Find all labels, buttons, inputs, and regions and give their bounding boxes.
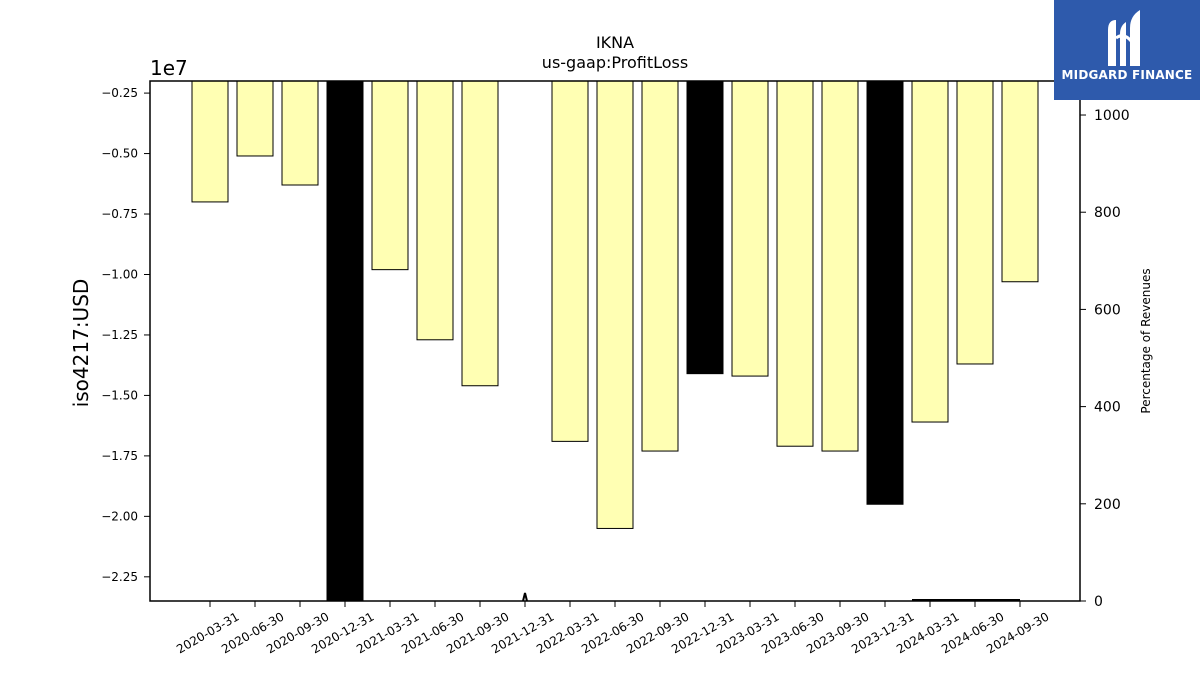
bar-2022-09-30 — [641, 80, 679, 452]
y-tick-label: −1.50 — [101, 388, 138, 402]
bar-2023-03-31 — [731, 80, 769, 377]
y-tick-label: −2.25 — [101, 570, 138, 584]
plot-frame — [149, 80, 1081, 602]
y2-tick-label: 600 — [1094, 302, 1121, 318]
bar-2020-09-30 — [281, 80, 319, 186]
bar-2023-12-31 — [866, 80, 904, 505]
y2-tick-label: 200 — [1094, 497, 1121, 513]
bar-2024-03-31 — [911, 80, 949, 423]
y-tick-label: −2.00 — [101, 509, 138, 523]
y2-tick-label: 400 — [1094, 400, 1121, 416]
x-axis-ticks: 2020-03-312020-06-302020-09-302020-12-31… — [174, 601, 1052, 656]
y2-tick-label: 0 — [1094, 594, 1103, 610]
y-axis-ticks: −2.25 −2.00 −1.75 −1.50 −1.25 −1.00 −0.75 −0.50… — [101, 86, 150, 584]
y-tick-label: −0.75 — [101, 207, 138, 221]
y2-tick-label: 1000 — [1094, 108, 1130, 124]
y-tick-label: −1.75 — [101, 449, 138, 463]
logo-mark-icon — [1108, 10, 1140, 66]
y-tick-label: −1.25 — [101, 328, 138, 342]
y-axis-offset-label: 1e7 — [150, 56, 188, 80]
y2-tick-label: 800 — [1094, 205, 1121, 221]
line-spike-mark — [522, 592, 528, 602]
chart-title: IKNA — [596, 33, 634, 52]
bar-2024-09-30 — [1001, 80, 1039, 283]
bar-2022-12-31 — [686, 80, 724, 375]
line-marks — [522, 592, 1020, 602]
bar-2024-06-30 — [956, 80, 994, 365]
midgard-finance-logo: MIDGARD FINANCE — [1054, 0, 1200, 100]
y2-axis-label: Percentage of Revenues — [1139, 268, 1153, 413]
bar-2022-06-30 — [596, 80, 634, 529]
chart-subtitle: us-gaap:ProfitLoss — [542, 53, 688, 72]
bar-2021-03-31 — [371, 80, 409, 271]
y2-axis-ticks: 0 200 400 600 800 1000 — [1080, 108, 1130, 610]
bar-2021-09-30 — [461, 80, 499, 387]
bar-2021-06-30 — [416, 80, 454, 341]
bar-2020-03-31 — [191, 80, 229, 203]
y-tick-label: −0.25 — [101, 86, 138, 100]
bar-2022-03-31 — [551, 80, 589, 442]
logo-text: MIDGARD FINANCE — [1061, 68, 1193, 82]
bar-2023-09-30 — [821, 80, 859, 452]
bar-2020-06-30 — [236, 80, 274, 157]
y-tick-label: −0.50 — [101, 147, 138, 161]
bar-2023-06-30 — [776, 80, 814, 447]
y-axis-label: iso4217:USD — [69, 279, 93, 408]
y-tick-label: −1.00 — [101, 267, 138, 281]
bar-2020-12-31 — [326, 80, 364, 602]
bars-group — [191, 80, 1039, 602]
